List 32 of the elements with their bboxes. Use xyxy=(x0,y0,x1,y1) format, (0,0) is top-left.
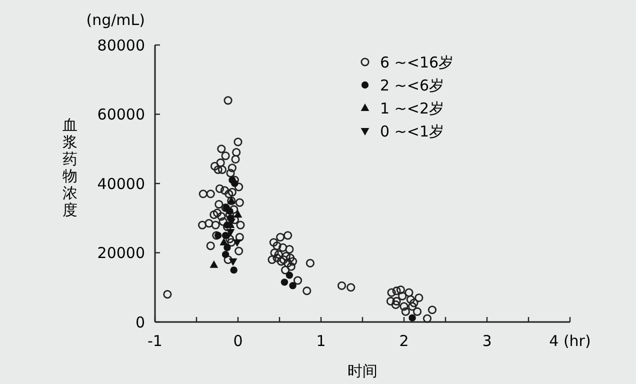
point xyxy=(286,272,294,279)
legend-label: 2 ~<6岁 xyxy=(380,76,444,94)
y-axis-title: 血浆药物浓度 xyxy=(62,116,78,219)
point xyxy=(220,238,228,246)
x-axis-title: 时间 xyxy=(348,362,378,380)
point xyxy=(231,180,238,188)
point xyxy=(230,266,238,274)
point xyxy=(234,210,242,218)
point xyxy=(222,250,230,258)
point xyxy=(224,244,231,252)
point xyxy=(228,258,238,266)
x-tick-label: 3 xyxy=(482,332,492,350)
legend-label: 1 ~<2岁 xyxy=(380,99,444,118)
point xyxy=(280,278,288,286)
y-tick-label: 80000 xyxy=(97,36,145,54)
point xyxy=(210,260,218,268)
x-tick-label: 4 (hr) xyxy=(549,332,591,350)
x-tick-label: 2 xyxy=(399,332,409,350)
y-tick-label: 20000 xyxy=(97,244,145,262)
y-tick-label: 40000 xyxy=(97,174,145,193)
point xyxy=(408,314,416,322)
x-tick-label: -1 xyxy=(148,332,162,350)
y-tick-label: 0 xyxy=(135,313,145,332)
legend-label: 6 ~<16岁 xyxy=(380,53,454,72)
point xyxy=(289,282,296,290)
point xyxy=(226,208,234,215)
y-tick-label: 60000 xyxy=(97,106,145,124)
point xyxy=(232,239,242,247)
x-tick-label: 0 xyxy=(233,332,243,350)
text: (ng/mL) xyxy=(86,11,145,29)
legend-label: 0 ~<1岁 xyxy=(380,122,444,140)
x-tick-label: 1 xyxy=(316,332,326,350)
